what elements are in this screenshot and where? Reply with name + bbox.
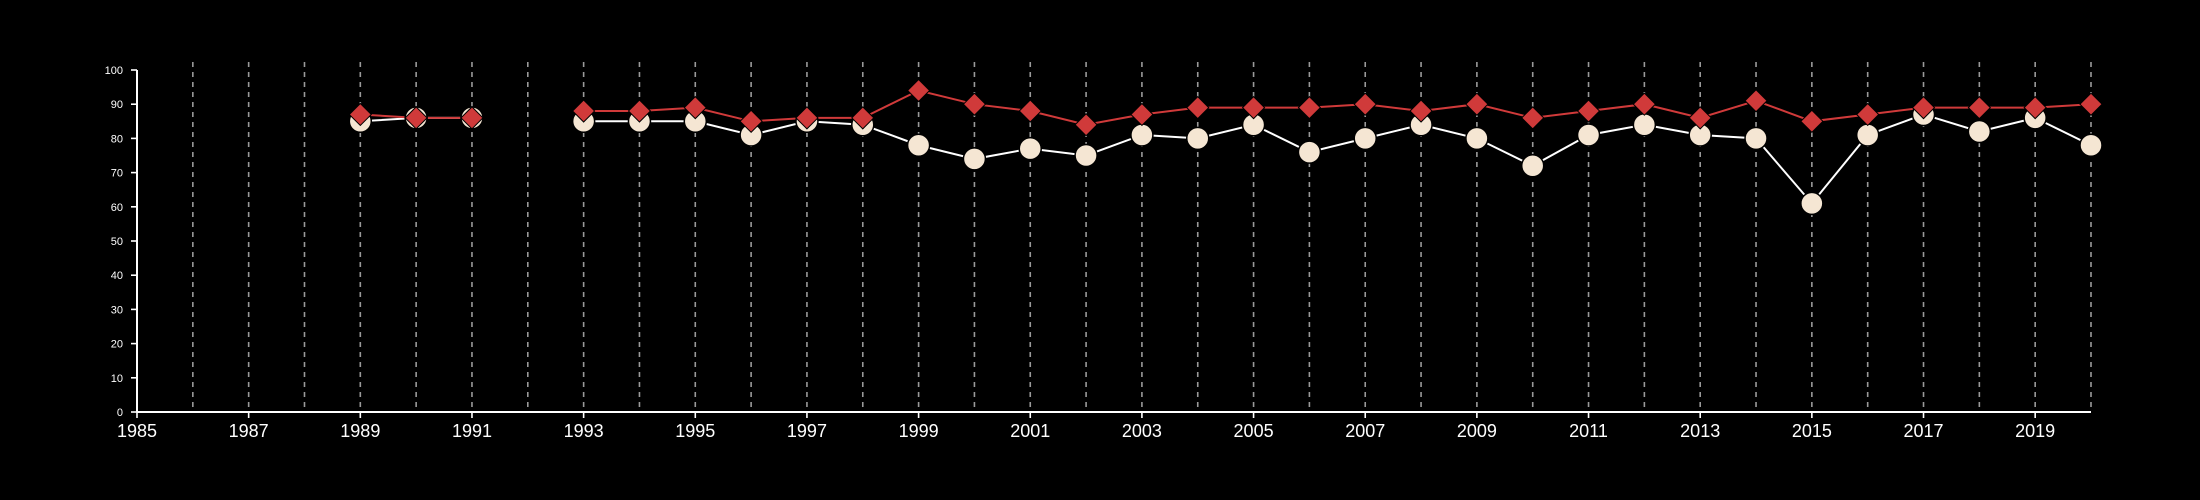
y-tick-label: 80 — [111, 133, 123, 145]
data-point-circle — [1353, 126, 1377, 151]
y-tick-label: 0 — [117, 407, 123, 419]
data-point-diamond — [1521, 106, 1545, 130]
data-point-diamond — [1409, 99, 1433, 123]
y-tick-label: 100 — [105, 65, 123, 77]
data-point-diamond — [1688, 106, 1712, 130]
data-series — [348, 78, 2103, 216]
data-point-diamond — [962, 92, 987, 116]
data-point-circle — [1744, 126, 1768, 151]
y-tick-label: 50 — [111, 236, 123, 248]
data-point-circle — [1130, 123, 1154, 147]
x-tick-label: 2013 — [1680, 421, 1720, 441]
data-point-diamond — [571, 99, 596, 123]
data-point-diamond — [404, 106, 428, 130]
x-tick-label: 2019 — [2015, 421, 2055, 441]
data-point-diamond — [2023, 95, 2047, 120]
x-tick-label: 2001 — [1010, 421, 1050, 441]
y-tick-label: 60 — [111, 202, 123, 214]
data-point-diamond — [1074, 113, 1098, 137]
data-point-diamond — [348, 102, 373, 127]
data-point-diamond — [1018, 99, 1042, 123]
data-point-circle — [906, 133, 931, 157]
data-point-diamond — [1130, 102, 1154, 127]
data-point-diamond — [1465, 92, 1489, 116]
data-point-circle — [962, 147, 987, 171]
data-point-diamond — [795, 106, 819, 130]
data-point-diamond — [1353, 92, 1377, 116]
data-point-circle — [1018, 136, 1043, 161]
x-tick-label: 1995 — [675, 421, 715, 441]
data-point-diamond — [2079, 92, 2103, 116]
x-tick-label: 1989 — [340, 421, 380, 441]
data-point-circle — [1074, 143, 1098, 168]
x-tick-label: 2017 — [1903, 421, 1943, 441]
x-tick-label: 2007 — [1345, 421, 1385, 441]
x-tick-label: 2005 — [1234, 421, 1274, 441]
axes: 0 10 20 30 40 50 60 70 80 90 100 1985 1987 1989 1991 19… — [105, 65, 2091, 441]
series-2 — [360, 89, 2092, 126]
data-point-diamond — [683, 95, 707, 120]
data-point-circle — [1800, 191, 1824, 216]
data-point-diamond — [1967, 95, 1992, 120]
x-tick-label: 1991 — [452, 421, 492, 441]
data-point-diamond — [1744, 89, 1768, 113]
y-tick-label: 40 — [111, 270, 123, 282]
data-point-diamond — [1800, 109, 1824, 134]
x-tick-label: 2011 — [1569, 421, 1608, 441]
x-tick-label: 1987 — [229, 421, 269, 441]
data-point-diamond — [906, 78, 931, 103]
data-point-circle — [1967, 119, 1992, 144]
x-tick-label: 2009 — [1457, 421, 1497, 441]
data-point-circle — [2079, 133, 2103, 157]
data-point-diamond — [1297, 95, 1322, 120]
y-tick-label: 70 — [111, 168, 123, 180]
y-tick-label: 10 — [111, 373, 123, 385]
data-point-circle — [1520, 154, 1545, 178]
data-point-circle — [1297, 140, 1322, 164]
y-tick-label: 20 — [111, 339, 123, 351]
data-point-circle — [1185, 126, 1210, 151]
series-line — [583, 89, 2092, 126]
x-tick-label: 1997 — [787, 421, 827, 441]
y-tick-label: 90 — [111, 99, 123, 111]
data-point-diamond — [460, 106, 484, 130]
series-2-markers — [348, 78, 2103, 137]
series-1 — [360, 113, 2092, 205]
x-tick-label: 2015 — [1792, 421, 1832, 441]
data-point-diamond — [1855, 102, 1880, 127]
data-point-circle — [1576, 123, 1601, 147]
data-point-circle — [1632, 112, 1657, 137]
x-tick-label: 1993 — [564, 421, 604, 441]
y-tick-label: 30 — [111, 304, 123, 316]
data-point-diamond — [1186, 95, 1210, 120]
x-tick-label: 1999 — [899, 421, 939, 441]
data-point-diamond — [851, 106, 875, 130]
x-tick-label: 1985 — [117, 421, 157, 441]
gridlines — [192, 62, 2092, 412]
data-point-circle — [1465, 126, 1489, 151]
data-point-diamond — [1632, 92, 1657, 116]
data-point-diamond — [739, 109, 763, 134]
x-tick-label: 2003 — [1122, 421, 1162, 441]
data-point-circle — [1855, 123, 1880, 147]
series-1-markers — [348, 102, 2103, 216]
data-point-diamond — [1241, 95, 1266, 120]
data-point-diamond — [1911, 95, 1936, 120]
data-point-diamond — [1576, 99, 1601, 123]
series-line — [583, 113, 2092, 205]
data-point-diamond — [627, 99, 652, 123]
